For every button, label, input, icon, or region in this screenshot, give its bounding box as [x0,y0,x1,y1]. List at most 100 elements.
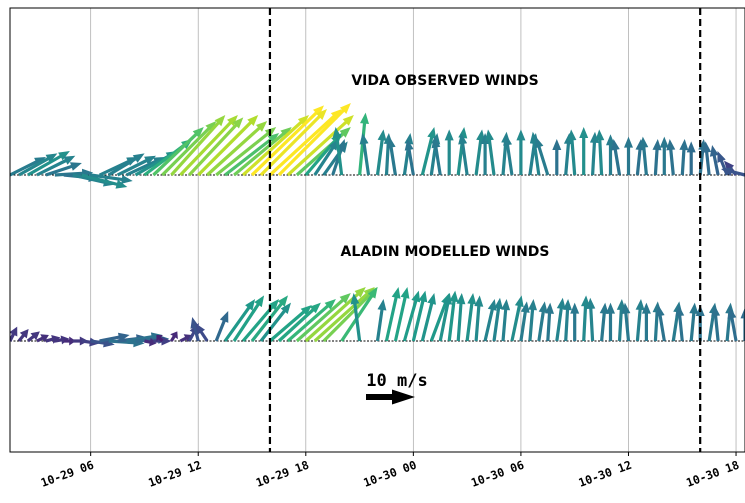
wind-arrow [519,301,530,342]
wind-arrow [286,299,336,343]
wind-arrow [686,141,696,175]
wind-arrow [27,151,70,177]
key-arrow [366,389,415,405]
wind-arrow [639,136,649,176]
wind-arrow [529,131,541,176]
wind-arrow [567,129,577,176]
wind-arrow [54,335,70,345]
wind-arrow [480,133,490,175]
wind-arrow [26,331,40,343]
wind-arrow [156,335,164,343]
wind-arrow [458,133,469,176]
wind-arrow [17,329,29,342]
wind-arrow [81,173,128,189]
wind-arrow [740,307,745,341]
wind-arrow [431,136,442,176]
wind-arrow [579,127,589,175]
wind-arrow [402,133,414,176]
wind-arrow [179,334,193,343]
wind-arrow [259,109,327,177]
wind-arrow [503,134,514,176]
wind-arrow [641,302,651,341]
wind-arrow [711,305,721,342]
wind-arrow [474,129,486,176]
x-tick-label: 10-30 18 [684,458,741,490]
wind-arrow [242,115,309,177]
wind-arrow [107,153,145,177]
wind-arrow [153,336,172,346]
wind-arrow [214,311,229,342]
wind-arrow [411,290,428,342]
wind-arrow [485,129,496,176]
wind-arrow [350,293,362,342]
x-tick-label: 10-29 12 [146,458,203,490]
wind-arrow [144,337,157,347]
wind-arrow [224,133,280,177]
wind-arrow [99,332,130,343]
wind-arrow [250,105,324,177]
wind-arrow [474,295,484,342]
wind-arrow [447,290,459,342]
chart-overlay [9,7,745,456]
wind-arrow [492,297,503,342]
wind-arrow [277,103,351,177]
wind-arrow [116,155,156,177]
wind-arrow [420,127,436,176]
wind-arrow [393,287,410,342]
wind-arrow [10,326,18,342]
wind-arrow [215,127,277,177]
wind-arrow [190,317,200,342]
wind-arrow [675,305,685,342]
wind-arrow [599,302,609,342]
x-tick-label: 10-30 00 [362,458,419,490]
wind-arrow [72,336,89,346]
wind-arrow [652,139,662,176]
wind-arrow [375,129,387,176]
wind-arrow [223,299,256,342]
wind-arrow [420,293,436,342]
wind-arrow [161,121,217,177]
wind-arrow [179,115,238,177]
wind-arrow [510,295,524,342]
wind-arrow [36,155,76,177]
wind-arrow [534,136,550,176]
wind-arrow [610,139,622,176]
wind-arrow [465,293,477,342]
wind-arrow [444,129,454,175]
wind-arrow [375,299,387,342]
wind-arrow [232,295,265,342]
wind-arrow [384,287,401,342]
wind-arrow [552,139,562,175]
wind-arrow [635,139,645,176]
wind-arrow [188,117,244,177]
series-title: VIDA OBSERVED WINDS [351,73,538,89]
wind-arrow [456,293,466,342]
wind-arrow [170,115,226,177]
wind-arrow [313,287,375,343]
wind-arrow [45,162,82,177]
wind-arrow [555,297,566,342]
wind-arrow [483,299,497,342]
series-title: ALADIN MODELLED WINDS [340,244,549,260]
x-tick-label: 10-29 06 [39,458,96,490]
wind-arrow [63,336,76,346]
wind-arrow [501,299,511,342]
wind-arrow [679,139,689,176]
wind-arrow [528,299,537,342]
wind-arrow [268,305,312,343]
wind-arrow [152,127,204,177]
wind-arrow [295,293,351,343]
wind-arrow [438,293,453,342]
wind-arrow [635,299,645,342]
wind-arrow [709,145,720,176]
wind-arrow [268,109,342,177]
wind-arrow [595,129,605,176]
wind-arrow [359,133,371,176]
wind-arrow [404,139,415,176]
wind-arrow [18,153,58,177]
wind-arrow [10,157,46,177]
wind-arrow [624,136,633,175]
wind-arrow [259,302,291,342]
wind-arrow [233,127,292,177]
wind-arrow [581,295,590,342]
